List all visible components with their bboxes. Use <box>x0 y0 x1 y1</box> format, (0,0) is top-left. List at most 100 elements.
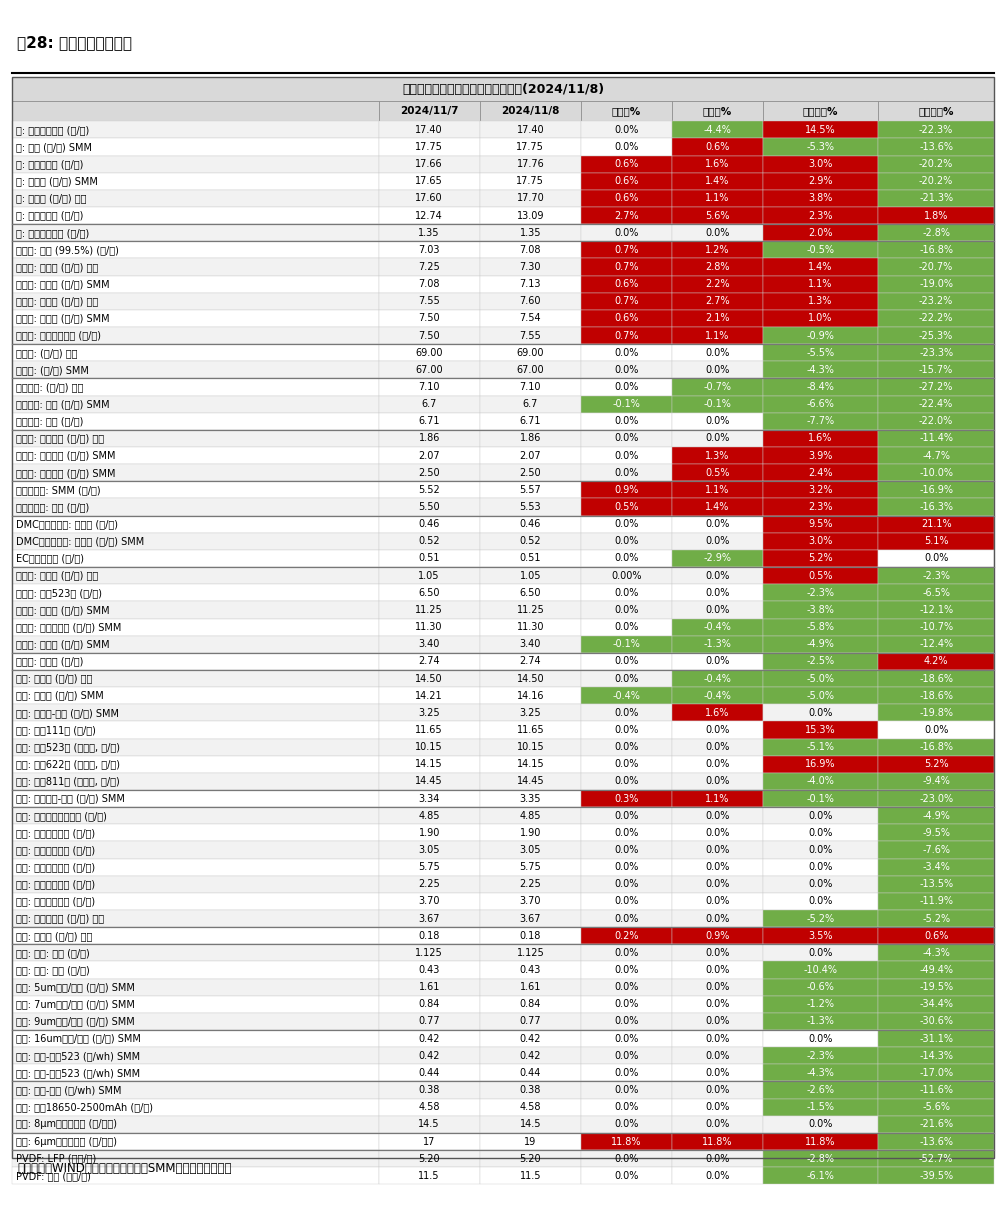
Text: 负极: 人造石墨高端动力 (万/吨): 负极: 人造石墨高端动力 (万/吨) <box>16 811 107 821</box>
Bar <box>378 464 480 481</box>
Text: -6.6%: -6.6% <box>807 399 834 409</box>
Bar <box>763 875 878 893</box>
Text: 0.0%: 0.0% <box>705 604 729 615</box>
Text: 1.6%: 1.6% <box>705 159 729 168</box>
Bar <box>878 858 994 875</box>
Text: 5.52: 5.52 <box>418 485 440 495</box>
Text: 0.6%: 0.6% <box>705 142 729 151</box>
Text: 0.0%: 0.0% <box>615 828 639 838</box>
Bar <box>580 584 672 602</box>
Text: 电解液: 磷酸铁锂 (万/吨) SMM: 电解液: 磷酸铁锂 (万/吨) SMM <box>16 451 116 460</box>
Text: 11.8%: 11.8% <box>805 1137 836 1147</box>
Bar <box>378 1150 480 1167</box>
Text: 0.0%: 0.0% <box>615 1034 639 1044</box>
Bar <box>878 773 994 790</box>
Bar <box>672 138 763 155</box>
Bar <box>580 1031 672 1048</box>
Bar <box>12 961 378 978</box>
Text: 0.0%: 0.0% <box>615 1120 639 1129</box>
Bar <box>672 636 763 653</box>
Bar <box>580 893 672 910</box>
Bar <box>580 532 672 549</box>
Bar <box>378 1048 480 1065</box>
Bar <box>12 584 378 602</box>
Bar <box>378 893 480 910</box>
Bar <box>378 172 480 189</box>
Text: 0.0%: 0.0% <box>615 1085 639 1095</box>
Text: 1.61: 1.61 <box>520 982 541 993</box>
Bar <box>580 1099 672 1116</box>
Bar <box>878 293 994 310</box>
Bar <box>763 893 878 910</box>
Bar <box>763 430 878 447</box>
Text: -4.9%: -4.9% <box>923 811 950 821</box>
Bar <box>672 602 763 619</box>
Bar <box>672 121 763 138</box>
Bar <box>378 327 480 344</box>
Bar <box>580 481 672 498</box>
Bar <box>763 636 878 653</box>
Bar <box>378 532 480 549</box>
Bar <box>878 259 994 276</box>
Bar <box>480 259 580 276</box>
Bar <box>480 532 580 549</box>
Bar <box>580 189 672 206</box>
Bar <box>480 155 580 172</box>
Text: 11.8%: 11.8% <box>611 1137 642 1147</box>
Bar <box>878 361 994 379</box>
Text: 5.20: 5.20 <box>519 1154 541 1164</box>
Bar <box>12 532 378 549</box>
Text: 5.1%: 5.1% <box>924 536 949 546</box>
Bar <box>12 790 378 807</box>
Text: 0.9%: 0.9% <box>705 930 729 940</box>
Bar <box>878 1048 994 1065</box>
Text: 0.0%: 0.0% <box>924 553 949 563</box>
Bar <box>672 259 763 276</box>
Bar <box>12 1031 378 1048</box>
Bar <box>12 910 378 927</box>
Bar <box>672 927 763 944</box>
Bar <box>12 101 378 121</box>
Text: 7.25: 7.25 <box>418 263 440 272</box>
Text: 2.7%: 2.7% <box>705 297 729 306</box>
Text: 1.125: 1.125 <box>415 947 443 958</box>
Bar <box>672 327 763 344</box>
Text: 0.0%: 0.0% <box>705 759 729 769</box>
Text: -0.4%: -0.4% <box>613 691 640 701</box>
Bar <box>763 225 878 242</box>
Bar <box>378 413 480 430</box>
Text: 2.74: 2.74 <box>418 657 440 667</box>
Text: 11.65: 11.65 <box>415 725 443 735</box>
Text: 14.50: 14.50 <box>516 674 544 684</box>
Text: 正极: 钴酸锂 (万/吨) SMM: 正极: 钴酸锂 (万/吨) SMM <box>16 691 104 701</box>
Bar <box>378 1167 480 1184</box>
Text: -5.0%: -5.0% <box>807 691 835 701</box>
Bar <box>672 619 763 636</box>
Bar <box>12 1082 378 1099</box>
Text: 15.3%: 15.3% <box>805 725 836 735</box>
Bar <box>480 1065 580 1082</box>
Text: -11.9%: -11.9% <box>919 896 953 906</box>
Bar <box>763 293 878 310</box>
Bar <box>580 910 672 927</box>
Bar <box>580 739 672 756</box>
Text: 正极: 三元111型 (万/吨): 正极: 三元111型 (万/吨) <box>16 725 96 735</box>
Bar <box>12 807 378 824</box>
Text: 0.0%: 0.0% <box>705 913 729 923</box>
Bar <box>12 464 378 481</box>
Text: -39.5%: -39.5% <box>919 1171 953 1181</box>
Text: 2.50: 2.50 <box>519 468 541 477</box>
Text: 3.0%: 3.0% <box>808 536 833 546</box>
Bar <box>480 619 580 636</box>
Text: 0.0%: 0.0% <box>705 879 729 889</box>
Bar <box>878 722 994 739</box>
Text: -3.4%: -3.4% <box>923 862 950 872</box>
Text: -19.5%: -19.5% <box>919 982 953 993</box>
Text: 金属锂: (万/吨) 百川: 金属锂: (万/吨) 百川 <box>16 348 77 358</box>
Text: -16.8%: -16.8% <box>919 742 953 752</box>
Text: 0.0%: 0.0% <box>615 468 639 477</box>
Text: 锰: 长江有色市场 (万/吨): 锰: 长江有色市场 (万/吨) <box>16 227 90 238</box>
Bar <box>12 413 378 430</box>
Text: 17.75: 17.75 <box>516 142 544 151</box>
Text: 1.05: 1.05 <box>520 570 541 581</box>
